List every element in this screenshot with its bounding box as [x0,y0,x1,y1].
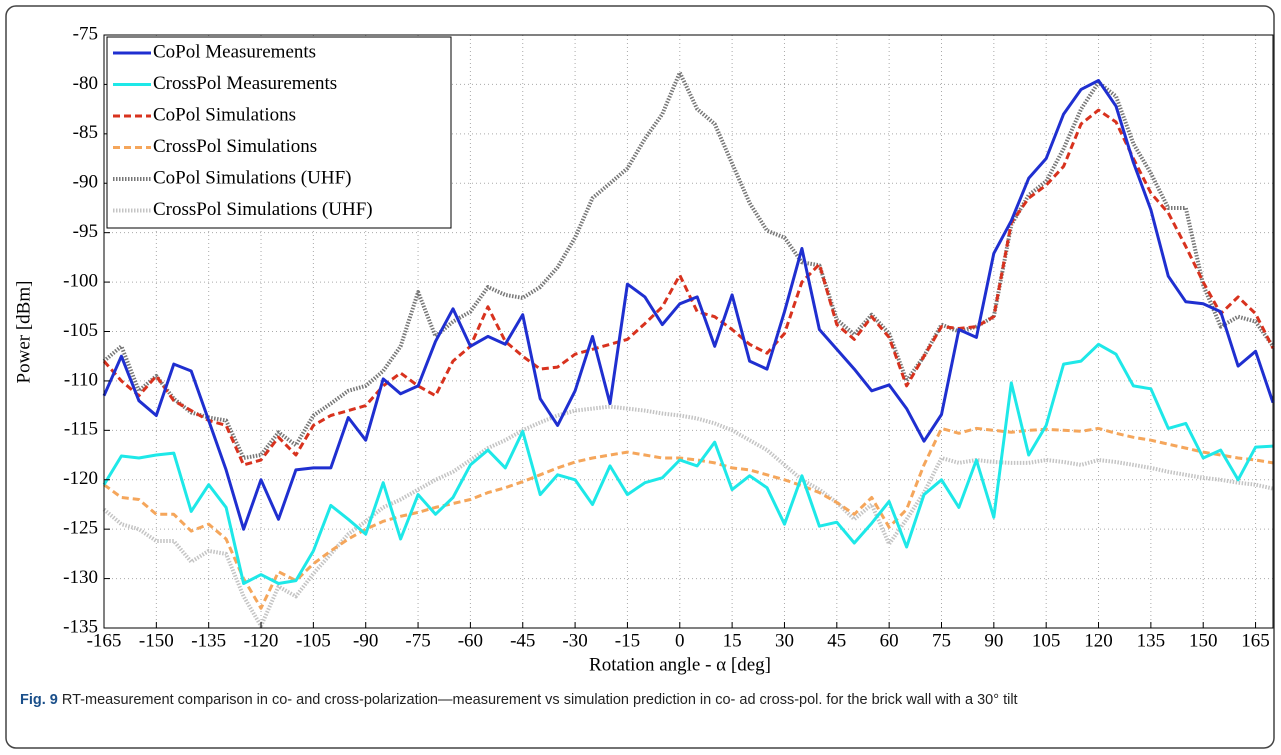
series-line [102,342,1274,585]
y-tick-label: -85 [73,122,98,143]
legend-label: CoPol Simulations (UHF) [153,167,351,188]
caption-label: Fig. 9 [20,692,58,708]
y-tick-label: -110 [64,369,98,390]
plot-frame [103,34,1274,629]
legend-box [106,36,452,229]
x-tick-label: -15 [615,630,640,651]
x-tick-label: -150 [139,630,174,651]
x-tick-label: 75 [932,630,951,651]
x-tick-label: 150 [1189,630,1218,651]
x-tick-label: 0 [675,630,685,651]
x-tick-label: -135 [191,630,226,651]
x-tick-label: 165 [1241,630,1270,651]
x-tick-label: 120 [1084,630,1113,651]
y-tick-label: -125 [63,518,98,539]
x-tick-label: -90 [353,630,378,651]
legend-label: CrossPol Simulations [153,136,317,157]
legend-label: CoPol Simulations [153,104,296,125]
x-tick-label: -60 [458,630,483,651]
y-axis-label: Power [dBm] [13,281,34,384]
y-tick-label: -75 [73,23,98,44]
series-line [102,404,1274,628]
y-tick-label: -115 [64,419,98,440]
figure-border [5,5,1275,749]
y-tick-label: -105 [63,320,98,341]
plot-lines [102,70,1275,628]
x-tick-label: -75 [405,630,430,651]
y-tick-label: -100 [63,270,98,291]
x-tick-label: 60 [880,630,899,651]
x-tick-label: -165 [87,630,122,651]
x-tick-label: 30 [775,630,794,651]
x-tick-label: 45 [827,630,846,651]
legend: CoPol Measurements CrossPol Measurements C… [106,36,452,229]
x-axis-label: Rotation angle - α [deg] [589,654,771,675]
y-tick-label: -135 [63,616,98,637]
y-tick-label: -95 [73,221,98,242]
legend-label: CoPol Measurements [153,41,316,62]
caption: Fig. 9 RT-measurement comparison in co- … [20,688,1260,712]
x-tick-label: 90 [984,630,1003,651]
series-line [102,70,1275,460]
x-tick-label: -120 [244,630,279,651]
axes: -165 -150 -135 -120 -105 -90 -75 -60 -45 -30 -15 0 1… [63,23,1274,651]
y-tick-label: -80 [73,73,98,94]
x-tick-label: 15 [723,630,742,651]
legend-label: CrossPol Measurements [153,73,337,94]
x-tick-label: 135 [1137,630,1166,651]
x-tick-label: -45 [510,630,535,651]
series-line [102,79,1275,531]
y-tick-label: -90 [73,172,98,193]
caption-text: RT-measurement comparison in co- and cro… [61,692,1018,708]
y-tick-label: -130 [63,567,98,588]
x-tick-label: 105 [1032,630,1061,651]
x-tick-label: -30 [562,630,587,651]
x-tick-label: -105 [296,630,331,651]
y-tick-label: -120 [63,468,98,489]
legend-label: CrossPol Simulations (UHF) [153,199,373,220]
